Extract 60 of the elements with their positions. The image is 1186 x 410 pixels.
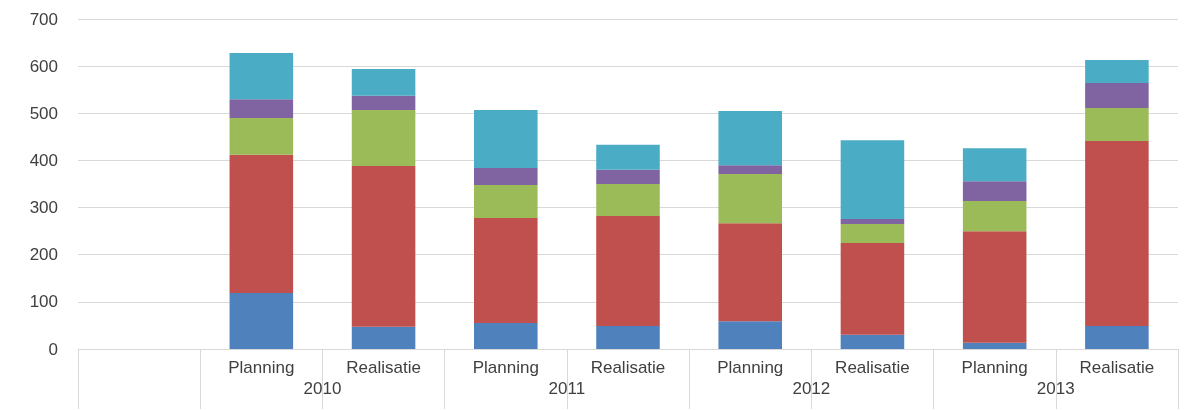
bar bbox=[474, 184, 538, 218]
y-tick-label: 600 bbox=[29, 56, 58, 76]
bar bbox=[229, 52, 294, 100]
bar bbox=[840, 242, 905, 335]
x-tick-label: Realisatie bbox=[835, 358, 910, 377]
y-tick-label: 400 bbox=[29, 150, 58, 170]
bar bbox=[840, 140, 905, 219]
bar bbox=[962, 200, 1027, 232]
bar bbox=[596, 144, 660, 170]
bar bbox=[962, 231, 1027, 343]
bar bbox=[351, 326, 416, 349]
bar bbox=[351, 166, 416, 327]
bar bbox=[718, 110, 782, 166]
bar bbox=[962, 342, 1027, 349]
x-tick-label: Planning bbox=[961, 358, 1028, 377]
bar bbox=[474, 323, 538, 349]
bar bbox=[474, 109, 538, 168]
bar bbox=[229, 118, 294, 155]
text: 2012 bbox=[792, 378, 831, 398]
bar bbox=[718, 174, 782, 224]
bar bbox=[229, 154, 294, 293]
bar bbox=[351, 95, 416, 110]
bar bbox=[718, 223, 782, 322]
bar bbox=[1085, 60, 1149, 84]
y-tick-label: 700 bbox=[29, 9, 58, 29]
bar bbox=[596, 216, 660, 326]
y-tick-label: 0 bbox=[48, 339, 58, 359]
bar bbox=[840, 224, 905, 243]
text: 2013 bbox=[1036, 378, 1075, 398]
bar bbox=[1085, 141, 1149, 326]
bar bbox=[351, 109, 416, 167]
y-tick-label: 500 bbox=[29, 103, 58, 123]
bar bbox=[1085, 325, 1149, 349]
bar bbox=[474, 167, 538, 185]
bar bbox=[962, 148, 1027, 182]
text: 2011 bbox=[548, 378, 586, 398]
y-tick-label: 200 bbox=[29, 245, 58, 265]
bar bbox=[962, 181, 1027, 201]
bar bbox=[840, 218, 905, 225]
bar bbox=[596, 325, 660, 349]
bar bbox=[229, 99, 294, 118]
x-tick-label: Realisatie bbox=[346, 358, 421, 377]
y-tick-label: 100 bbox=[29, 292, 58, 312]
bar bbox=[718, 165, 782, 175]
x-tick-label: Realisatie bbox=[590, 358, 666, 377]
x-tick-label: Planning bbox=[228, 358, 295, 377]
bar bbox=[840, 334, 905, 349]
bar bbox=[596, 184, 660, 217]
x-tick-label: Planning bbox=[472, 358, 539, 377]
bar bbox=[718, 321, 782, 349]
y-tick-label: 300 bbox=[29, 198, 58, 218]
bar bbox=[351, 68, 416, 96]
x-tick-label: Realisatie bbox=[1079, 358, 1155, 377]
x-tick-label: Planning bbox=[717, 358, 784, 377]
bar bbox=[474, 217, 538, 324]
bar bbox=[1085, 108, 1149, 142]
bar bbox=[229, 292, 294, 349]
bar bbox=[1085, 83, 1149, 109]
text: 2010 bbox=[303, 378, 342, 398]
bar bbox=[596, 169, 660, 184]
